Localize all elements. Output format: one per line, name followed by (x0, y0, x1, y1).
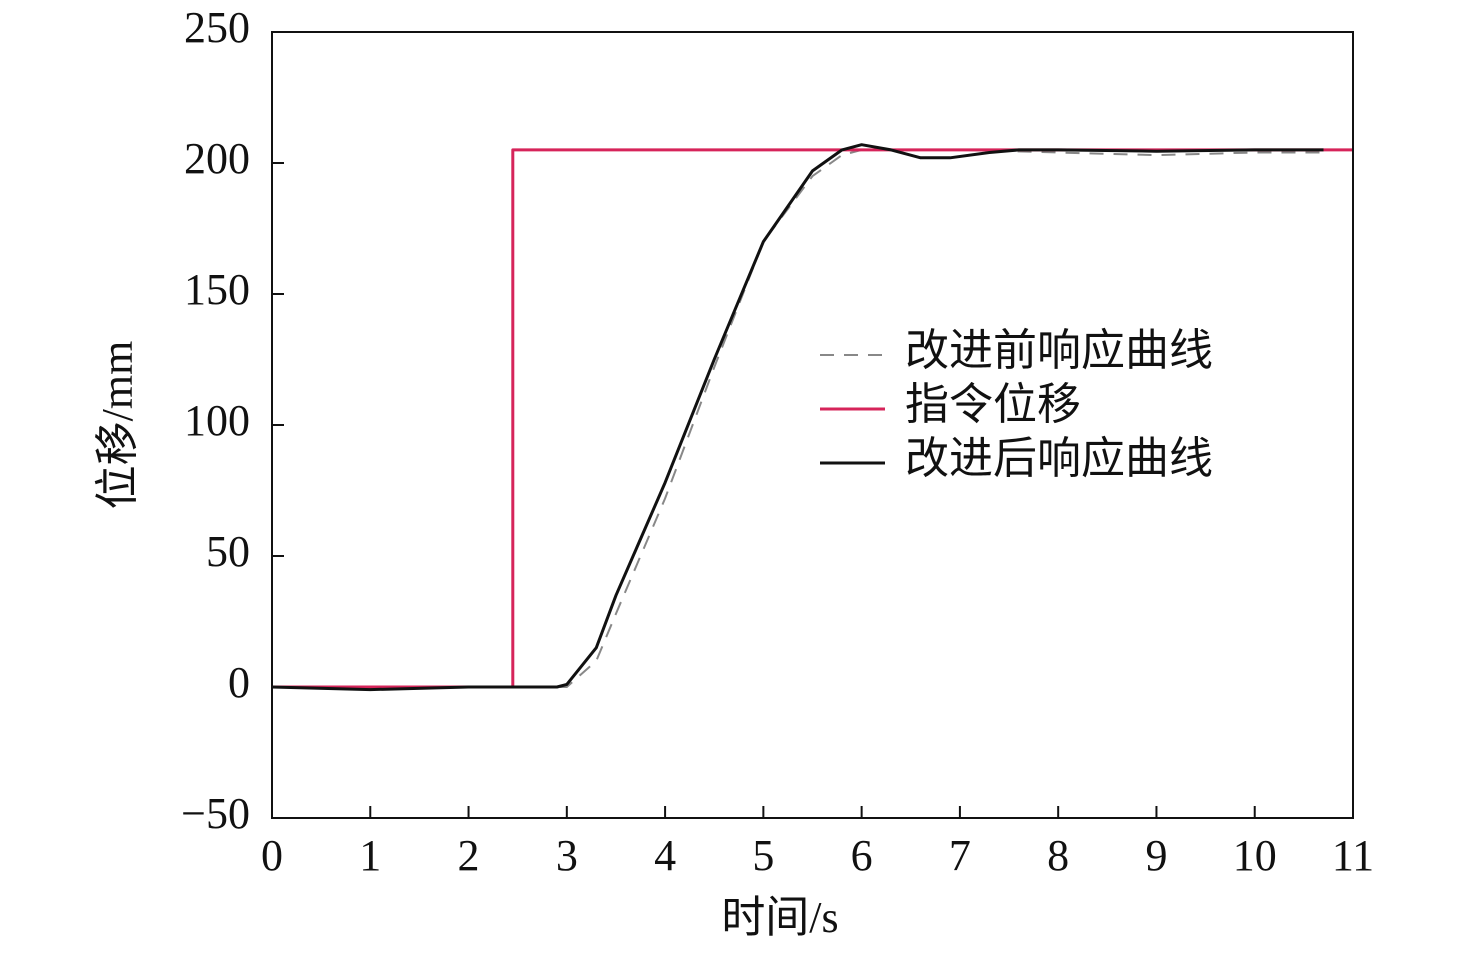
y-tick-label: 250 (184, 3, 250, 52)
series-line (271, 148, 1324, 691)
x-tick-label: 10 (1233, 831, 1277, 880)
x-tick-label: 7 (949, 831, 971, 880)
plot-frame (271, 31, 1354, 819)
x-tick-label: 8 (1047, 831, 1069, 880)
legend-label: 改进前响应曲线 (905, 326, 1213, 375)
y-tick-label: 200 (184, 134, 250, 183)
x-tick-label: 5 (752, 831, 774, 880)
x-tick-label: 0 (261, 831, 283, 880)
x-axis-label: 时间/s (721, 893, 838, 942)
series-line (272, 148, 1353, 689)
y-tick-label: −50 (181, 789, 250, 838)
series-line (271, 143, 1324, 692)
y-tick-label: 150 (184, 265, 250, 314)
legend-label: 指令位移 (905, 380, 1081, 429)
x-tick-label: 2 (458, 831, 480, 880)
y-tick-label: 50 (206, 527, 250, 576)
x-tick-label: 11 (1332, 831, 1374, 880)
x-tick-label: 1 (359, 831, 381, 880)
y-tick-label: 0 (228, 658, 250, 707)
legend-label: 改进后响应曲线 (905, 434, 1213, 483)
y-axis-label: 位移/mm (93, 341, 142, 510)
y-tick-label: 100 (184, 396, 250, 445)
x-tick-label: 9 (1145, 831, 1167, 880)
x-tick-label: 3 (556, 831, 578, 880)
x-tick-label: 4 (654, 831, 676, 880)
x-tick-label: 6 (851, 831, 873, 880)
